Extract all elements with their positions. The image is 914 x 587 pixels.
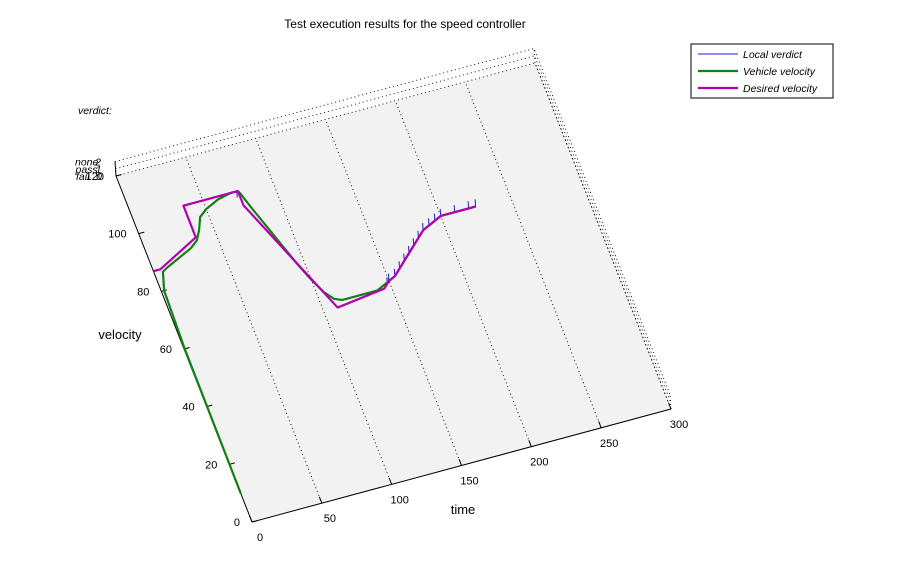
y-tick <box>251 520 258 523</box>
y-tick-label: 0 <box>234 517 240 529</box>
x-tick-label: 0 <box>257 532 263 544</box>
axes: 0 50 100 150 200 250 300 0 20 40 60 80 100 120 2none1p… <box>75 157 689 544</box>
verdict-spike <box>439 208 442 217</box>
legend: Local verdict Vehicle velocity Desired vel… <box>690 43 834 99</box>
verdict-spike <box>474 199 477 207</box>
verdict-tick-value: 0 <box>96 171 102 183</box>
z-axis-label: verdict: <box>78 105 112 117</box>
z-level-gridline <box>115 62 672 410</box>
legend-entry-label: Desired velocity <box>743 83 818 95</box>
x-tick <box>318 496 323 504</box>
x-tick-label: 150 <box>460 475 478 487</box>
z-gridline <box>669 394 672 410</box>
y-tick-label: 60 <box>160 344 172 356</box>
y-tick-label: 120 <box>86 171 104 183</box>
z-level-gridline <box>114 48 671 395</box>
verdict-tick-value: 1 <box>96 164 102 176</box>
y-tick <box>138 231 145 235</box>
y-tick-label: 80 <box>137 286 149 298</box>
x-tick-label: 50 <box>324 513 336 525</box>
z-level-gridline <box>115 55 671 402</box>
x-tick <box>388 477 393 485</box>
x-tick-label: 300 <box>670 419 688 431</box>
series-layer <box>153 189 477 494</box>
verdict-spike <box>453 204 456 213</box>
verdict-tick-label: fail <box>76 171 90 183</box>
x-tick-label: 100 <box>390 494 408 506</box>
verdict-tick-label: none <box>75 157 99 169</box>
x-tick <box>458 458 462 466</box>
y-tick-label: 40 <box>182 402 194 414</box>
plot-floor <box>116 62 672 523</box>
y-tick-label: 100 <box>108 229 126 241</box>
series-desired-velocity-line <box>153 189 476 309</box>
x-tick-label: 250 <box>600 438 618 450</box>
z-axis-line <box>114 161 117 177</box>
verdict-spike <box>467 201 470 209</box>
x-tick <box>528 440 532 447</box>
legend-entry-label: Local verdict <box>743 49 803 61</box>
y-axis-label: velocity <box>98 327 142 342</box>
x-tick-label: 200 <box>530 457 548 469</box>
chart-title: Test execution results for the speed con… <box>284 17 525 31</box>
y-tick-label: 20 <box>205 459 217 471</box>
x-tick <box>249 515 253 523</box>
x-tick <box>598 421 602 429</box>
x-axis-label: time <box>451 502 476 517</box>
verdict-tick-label: pass <box>75 164 99 176</box>
y-tick <box>115 174 122 177</box>
plot-grid <box>114 48 672 523</box>
z-gridline <box>533 48 536 64</box>
verdict-tick-value: 2 <box>94 157 101 169</box>
x-tick <box>668 402 672 410</box>
legend-entry-label: Vehicle velocity <box>743 66 816 78</box>
